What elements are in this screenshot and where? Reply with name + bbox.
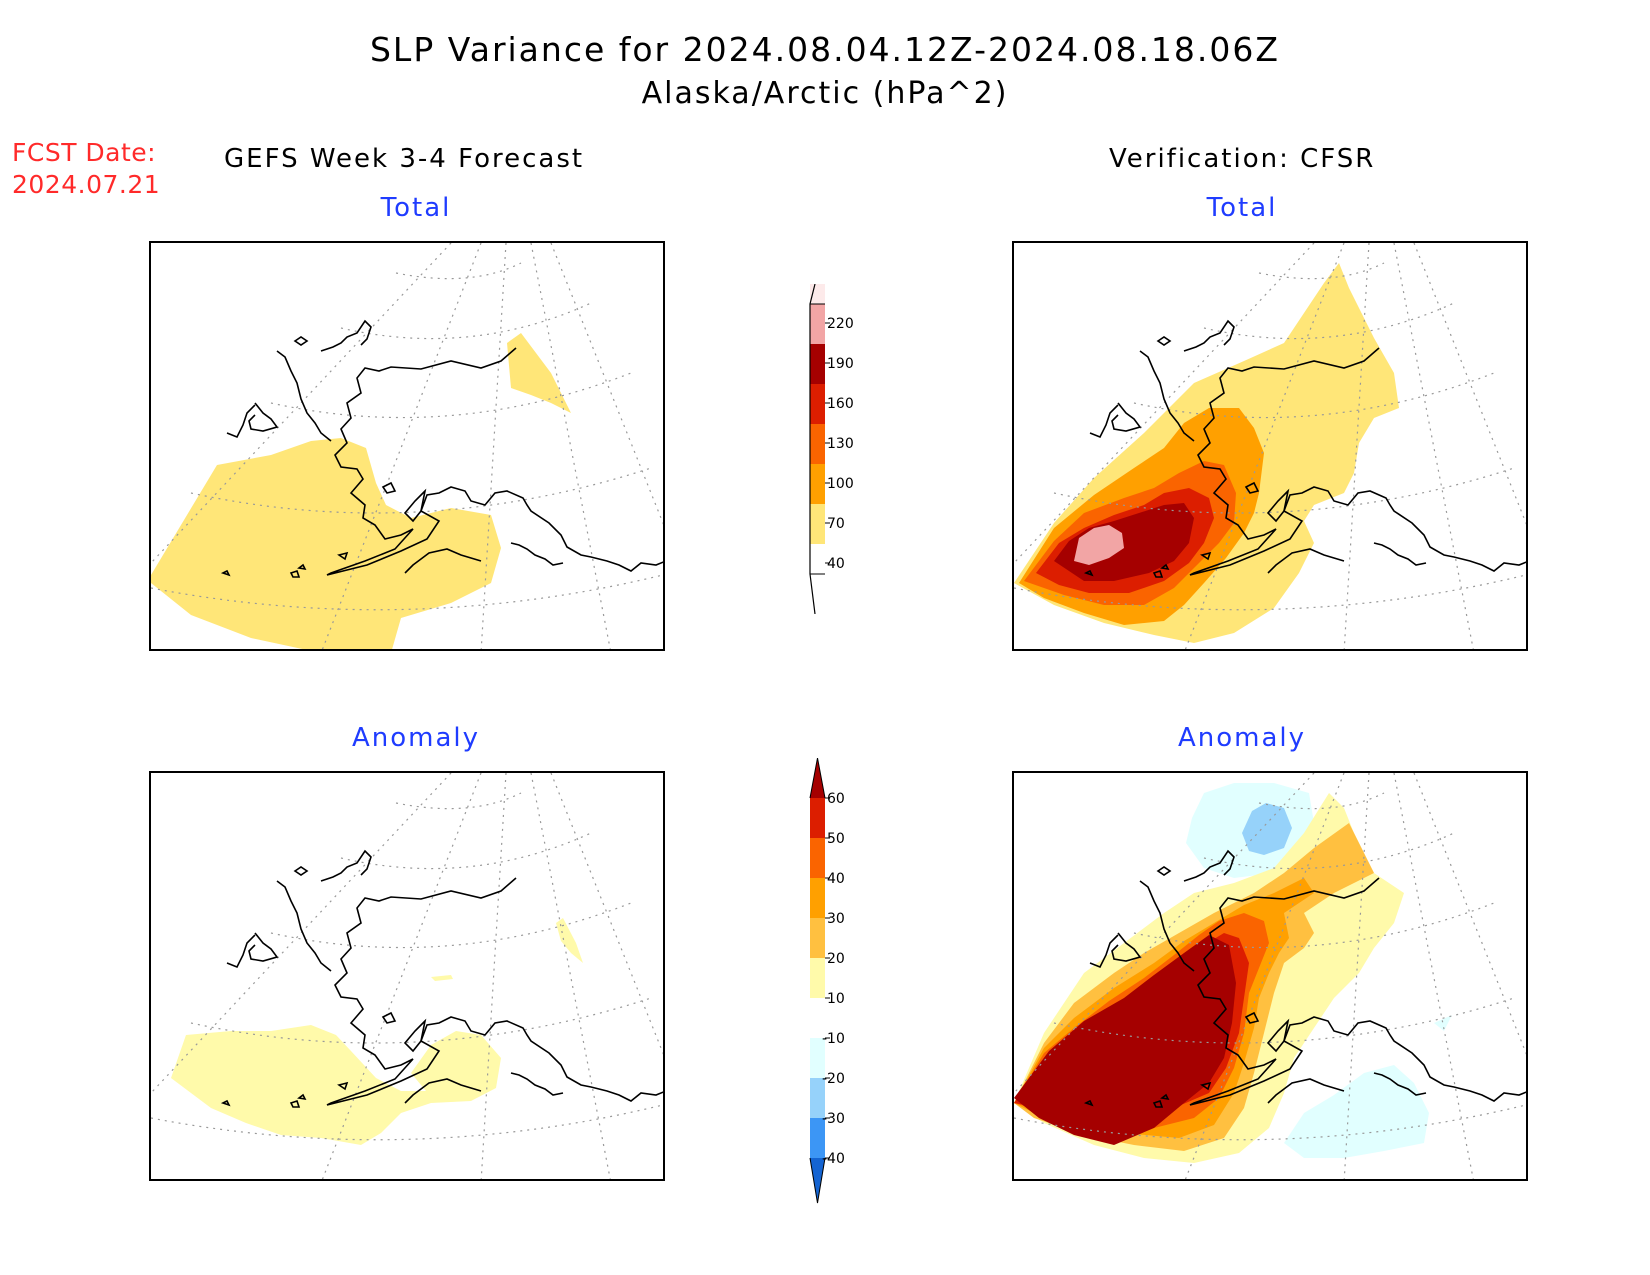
panel-title-verification-anomaly: Anomaly <box>1177 723 1307 753</box>
panel-title-verification-total: Total <box>1206 193 1278 223</box>
colorbar-total-label: 190 <box>827 356 854 372</box>
colorbar-total-label: 100 <box>827 476 854 492</box>
colorbar-total-label: 160 <box>827 396 854 412</box>
colorbar-anomaly-label: -40 <box>822 1151 845 1167</box>
colorbar-anomaly-label: 50 <box>827 831 845 847</box>
colorbar-anomaly: 60 50 40 30 20 10 -10 -20 -30 -40 <box>809 758 845 1204</box>
contour-anom-10-20-small <box>431 975 453 981</box>
colorbar-total-label: 70 <box>827 516 845 532</box>
map-forecast-anomaly <box>149 771 665 1181</box>
main-title: SLP Variance for 2024.08.04.12Z-2024.08.… <box>369 30 1281 69</box>
colorbar-total: 220 190 160 130 100 70 40 <box>809 284 854 614</box>
colorbar-total-swatch <box>810 424 825 464</box>
main-subtitle: Alaska/Arctic (hPa^2) <box>641 76 1009 111</box>
colorbar-total-swatch <box>810 464 825 504</box>
contour-40-70-arctic <box>507 333 571 413</box>
colorbar-total-swatch <box>810 504 825 544</box>
colorbar-anomaly-label: -20 <box>822 1071 845 1087</box>
colorbar-total-swatch <box>810 304 825 344</box>
colorbar-total-swatch <box>810 384 825 424</box>
contour-anom-m10-m20-east <box>1434 1015 1452 1031</box>
colorbar-anomaly-swatch <box>810 838 825 878</box>
fcst-date-value: 2024.07.21 <box>12 170 161 199</box>
colorbar-anomaly-label: 20 <box>827 951 845 967</box>
colorbar-anomaly-label: 60 <box>827 791 845 807</box>
colorbar-anomaly-swatch <box>810 758 825 798</box>
colorbar-anomaly-label: 30 <box>827 911 845 927</box>
colorbar-anomaly-swatch <box>810 1158 825 1203</box>
right-column-title: Verification: CFSR <box>1109 144 1376 174</box>
colorbar-anomaly-swatch <box>810 1078 825 1118</box>
colorbar-total-swatch <box>810 344 825 384</box>
map-forecast-total <box>149 241 665 651</box>
fcst-date-label: FCST Date: <box>12 138 157 167</box>
colorbar-total-label: 130 <box>827 436 854 452</box>
contour-anom-10-20 <box>171 1025 501 1145</box>
colorbar-anomaly-swatch <box>810 998 825 1038</box>
colorbar-anomaly-swatch <box>810 918 825 958</box>
panel-title-forecast-total: Total <box>380 193 452 223</box>
colorbar-total-label: 220 <box>827 316 854 332</box>
colorbar-anomaly-label: -30 <box>822 1111 845 1127</box>
colorbar-total-label: 40 <box>827 556 845 572</box>
contour-40-70 <box>151 438 501 649</box>
colorbar-anomaly-label: 10 <box>827 991 845 1007</box>
colorbar-anomaly-label: 40 <box>827 871 845 887</box>
contour-anom-m20-m30 <box>1242 803 1292 855</box>
contour-anom-10-20-arctic <box>556 918 583 963</box>
colorbar-anomaly-swatch <box>810 878 825 918</box>
colorbar-anomaly-swatch <box>810 958 825 998</box>
colorbar-anomaly-label: -10 <box>822 1031 845 1047</box>
contour-anom-m10-m20-south <box>1284 1065 1429 1158</box>
colorbar-anomaly-swatch <box>810 1038 825 1078</box>
colorbar-anomaly-swatch <box>810 798 825 838</box>
map-verification-anomaly <box>1012 771 1528 1181</box>
contour-190-220 <box>1074 525 1124 565</box>
panel-title-forecast-anomaly: Anomaly <box>351 723 481 753</box>
colorbar-anomaly-swatch <box>810 1118 825 1158</box>
contour-anom-60-plus <box>1014 935 1236 1145</box>
left-column-title: GEFS Week 3-4 Forecast <box>224 144 585 174</box>
map-verification-total <box>1012 241 1528 651</box>
